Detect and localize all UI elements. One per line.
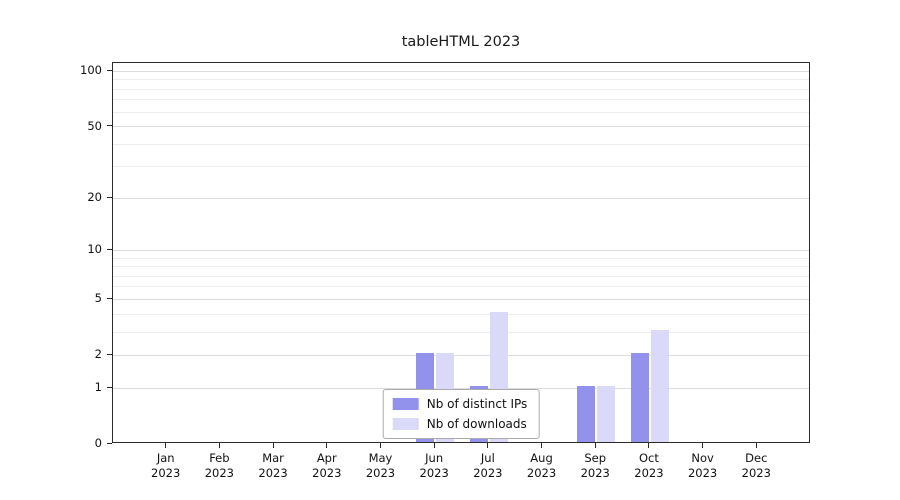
- y-tick-label: 5: [94, 291, 102, 306]
- y-tick-label: 0: [94, 436, 102, 450]
- x-tick-year: 2023: [419, 466, 449, 480]
- x-tick-month: Feb: [209, 451, 230, 465]
- x-tick-year: 2023: [151, 466, 181, 480]
- x-tick-month: Dec: [745, 451, 768, 465]
- y-tick-mark: [107, 386, 112, 388]
- x-tick-label: Jul 2023: [456, 451, 520, 481]
- x-tick-year: 2023: [687, 466, 718, 480]
- x-tick-label: Apr 2023: [295, 451, 359, 481]
- x-tick-month: Jun: [425, 451, 444, 465]
- x-tick-year: 2023: [580, 466, 610, 480]
- x-tick-mark: [702, 443, 704, 448]
- x-tick-label: Sep 2023: [563, 451, 627, 481]
- x-tick-label: Aug 2023: [510, 451, 574, 481]
- y-tick-mark: [107, 297, 112, 299]
- x-tick-mark: [272, 443, 274, 448]
- minor-gridline: [113, 266, 809, 268]
- x-tick-label: Mar 2023: [241, 451, 305, 481]
- x-tick-label: Oct 2023: [617, 451, 681, 481]
- bar-downloads-sep: [597, 386, 616, 442]
- x-tick-year: 2023: [312, 466, 342, 480]
- minor-gridline: [113, 143, 809, 145]
- legend-label-distinct-ips: Nb of distinct IPs: [426, 397, 528, 411]
- x-tick-label: Dec 2023: [724, 451, 788, 481]
- y-tick-mark: [107, 442, 112, 444]
- y-tick-mark: [107, 196, 112, 198]
- x-tick-month: Sep: [584, 451, 607, 465]
- x-tick-mark: [165, 443, 167, 448]
- x-tick-month: May: [368, 451, 393, 465]
- y-tick-mark: [107, 125, 112, 127]
- minor-gridline: [113, 88, 809, 90]
- minor-gridline: [113, 313, 809, 315]
- y-tick-label: 10: [87, 242, 102, 257]
- legend-swatch-distinct-ips: [392, 398, 419, 410]
- minor-gridline: [113, 111, 809, 113]
- x-tick-year: 2023: [204, 466, 235, 480]
- x-tick-year: 2023: [258, 466, 288, 480]
- x-tick-month: Jan: [156, 451, 175, 465]
- y-tick-label: 1: [94, 380, 102, 395]
- x-tick-year: 2023: [365, 466, 396, 480]
- x-tick-mark: [648, 443, 650, 448]
- x-tick-mark: [433, 443, 435, 448]
- minor-gridline: [113, 99, 809, 101]
- y-tick-label: 20: [87, 190, 102, 205]
- x-tick-year: 2023: [634, 466, 664, 480]
- legend-item-downloads: Nb of downloads: [392, 417, 528, 431]
- x-tick-mark: [326, 443, 328, 448]
- y-tick-mark: [107, 248, 112, 250]
- major-gridline: [113, 126, 809, 128]
- x-tick-label: Feb 2023: [187, 451, 251, 481]
- major-gridline: [113, 298, 809, 300]
- x-tick-month: Nov: [691, 451, 714, 465]
- legend-swatch-downloads: [392, 418, 419, 430]
- minor-gridline: [113, 257, 809, 259]
- x-tick-mark: [541, 443, 543, 448]
- minor-gridline: [113, 286, 809, 288]
- legend: Nb of distinct IPs Nb of downloads: [382, 389, 540, 439]
- x-tick-month: Jul: [480, 451, 495, 465]
- major-gridline: [113, 70, 809, 72]
- bar-distinct-ips-oct: [630, 353, 649, 442]
- y-tick-mark: [107, 353, 112, 355]
- x-tick-year: 2023: [741, 466, 771, 480]
- y-tick-label: 50: [87, 118, 102, 133]
- x-tick-label: May 2023: [348, 451, 412, 481]
- x-tick-year: 2023: [473, 466, 503, 480]
- major-gridline: [113, 197, 809, 199]
- legend-label-downloads: Nb of downloads: [426, 417, 527, 431]
- legend-item-distinct-ips: Nb of distinct IPs: [392, 397, 528, 411]
- major-gridline: [113, 249, 809, 251]
- y-tick-label: 100: [80, 63, 102, 78]
- x-tick-mark: [487, 443, 489, 448]
- x-tick-label: Jun 2023: [402, 451, 466, 481]
- minor-gridline: [113, 166, 809, 168]
- bar-distinct-ips-sep: [577, 386, 596, 442]
- x-tick-month: Apr: [316, 451, 337, 465]
- x-tick-label: Jan 2023: [134, 451, 198, 481]
- x-tick-label: Nov 2023: [671, 451, 735, 481]
- minor-gridline: [113, 79, 809, 81]
- x-tick-month: Oct: [638, 451, 659, 465]
- x-tick-mark: [594, 443, 596, 448]
- major-gridline: [113, 354, 809, 356]
- chart-title: tableHTML 2023: [401, 34, 521, 50]
- minor-gridline: [113, 331, 809, 333]
- x-tick-mark: [218, 443, 220, 448]
- bar-downloads-oct: [650, 330, 669, 442]
- x-tick-year: 2023: [526, 466, 557, 480]
- minor-gridline: [113, 275, 809, 277]
- y-tick-mark: [107, 69, 112, 71]
- major-gridline: [113, 387, 809, 389]
- plot-area: [112, 62, 810, 443]
- y-tick-label: 2: [94, 347, 102, 362]
- x-tick-mark: [379, 443, 381, 448]
- x-tick-month: Mar: [262, 451, 284, 465]
- x-tick-month: Aug: [530, 451, 553, 465]
- x-tick-mark: [755, 443, 757, 448]
